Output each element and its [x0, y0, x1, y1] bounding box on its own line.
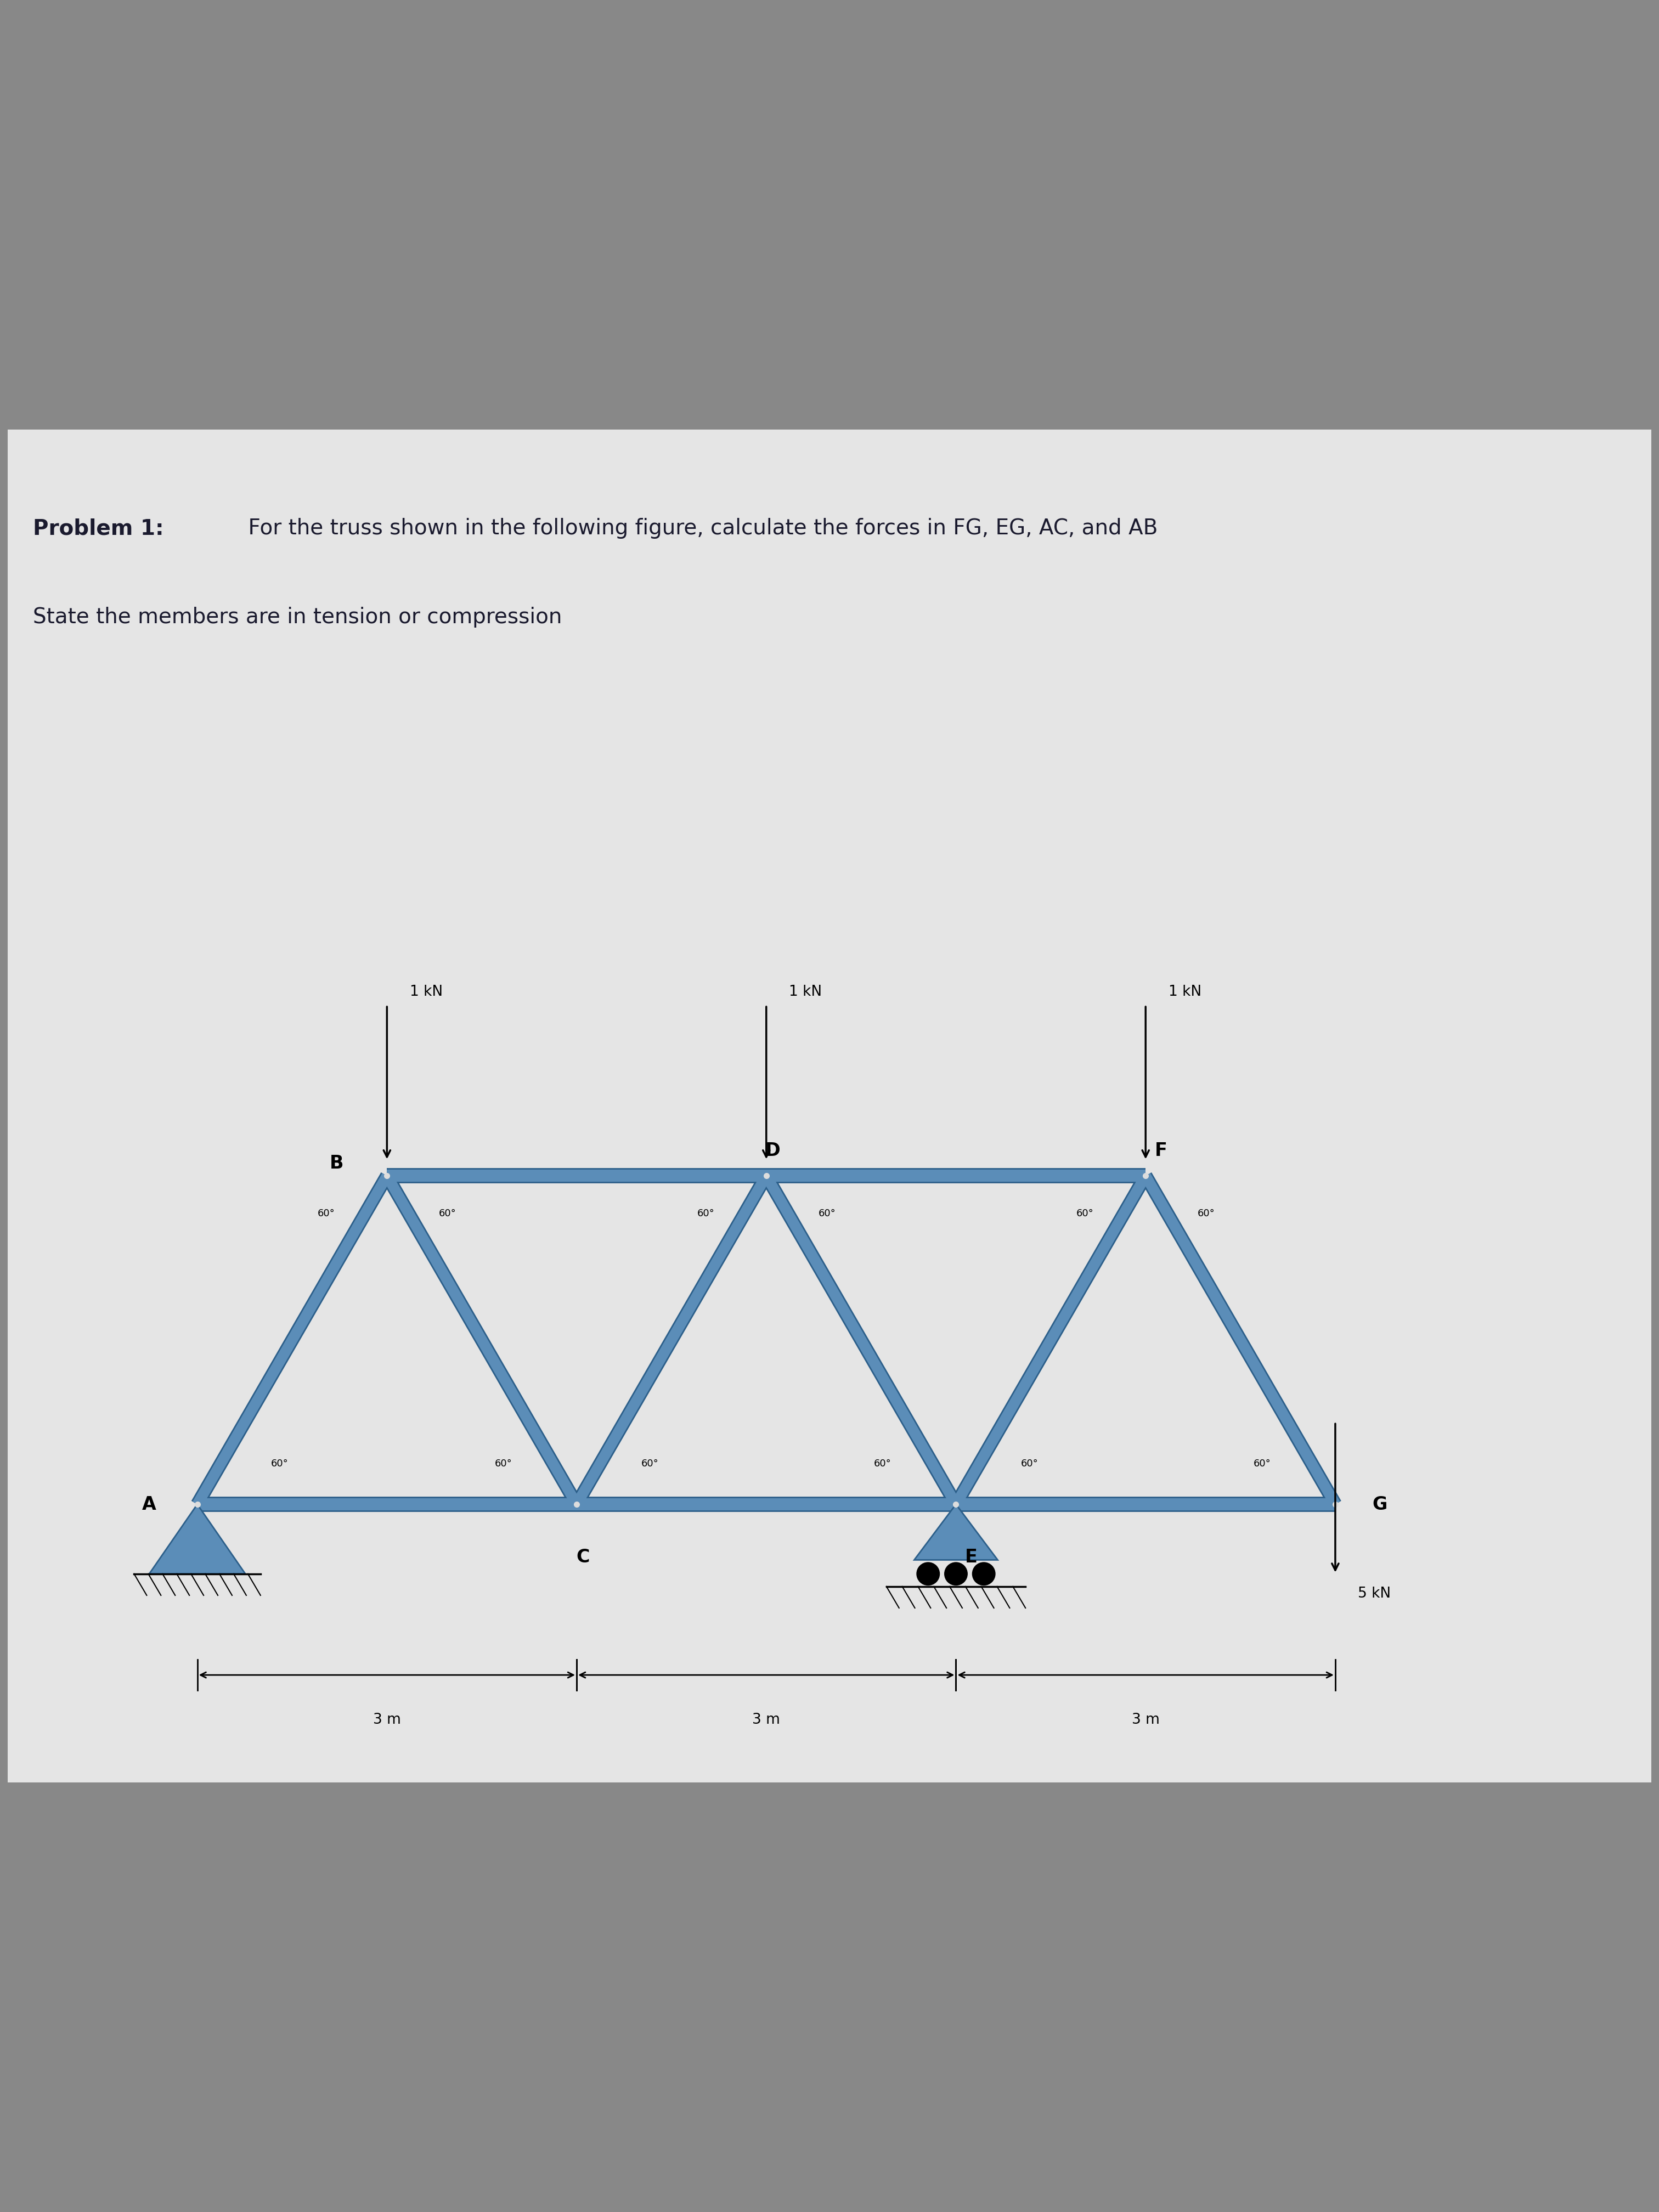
Text: 1 kN: 1 kN — [1168, 984, 1201, 1000]
Text: For the truss shown in the following figure, calculate the forces in FG, EG, AC,: For the truss shown in the following fig… — [242, 518, 1158, 540]
Text: 3 m: 3 m — [1131, 1712, 1160, 1728]
Text: 60°: 60° — [1020, 1458, 1039, 1469]
Text: 60°: 60° — [317, 1208, 335, 1219]
Text: 60°: 60° — [818, 1208, 836, 1219]
Text: E: E — [966, 1548, 977, 1566]
Text: 5 kN: 5 kN — [1359, 1586, 1390, 1601]
Text: 60°: 60° — [494, 1458, 513, 1469]
Text: 60°: 60° — [1198, 1208, 1214, 1219]
Text: State the members are in tension or compression: State the members are in tension or comp… — [33, 606, 562, 628]
Text: G: G — [1372, 1495, 1387, 1513]
Text: 60°: 60° — [1253, 1458, 1271, 1469]
Text: 60°: 60° — [440, 1208, 456, 1219]
Text: 60°: 60° — [642, 1458, 659, 1469]
Text: Problem 1:: Problem 1: — [33, 518, 164, 540]
Text: 3 m: 3 m — [752, 1712, 780, 1728]
Text: F: F — [1155, 1141, 1166, 1159]
Text: B: B — [330, 1155, 343, 1172]
Text: 1 kN: 1 kN — [790, 984, 821, 1000]
Text: 1 kN: 1 kN — [410, 984, 443, 1000]
Circle shape — [944, 1562, 967, 1586]
Text: 60°: 60° — [874, 1458, 891, 1469]
Polygon shape — [914, 1504, 997, 1559]
Polygon shape — [149, 1504, 246, 1575]
Circle shape — [917, 1562, 939, 1586]
Text: D: D — [765, 1141, 780, 1159]
Text: 3 m: 3 m — [373, 1712, 401, 1728]
Text: A: A — [143, 1495, 156, 1513]
Text: C: C — [576, 1548, 589, 1566]
Text: 60°: 60° — [270, 1458, 289, 1469]
Text: 60°: 60° — [697, 1208, 715, 1219]
Text: 60°: 60° — [1077, 1208, 1093, 1219]
Circle shape — [972, 1562, 995, 1586]
